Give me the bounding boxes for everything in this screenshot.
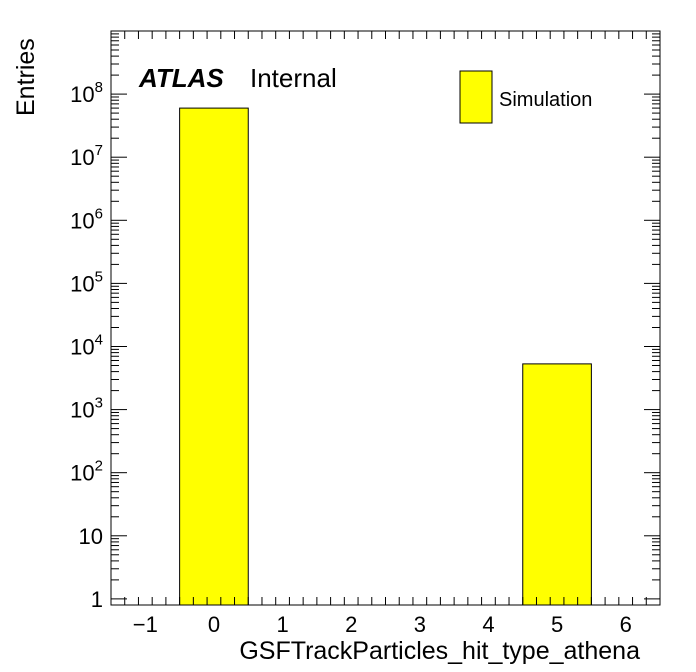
x-tick-label: 5 <box>551 612 563 637</box>
histogram-bar-0 <box>179 107 249 606</box>
y-axis-title: Entries <box>12 38 40 116</box>
x-tick-label: 6 <box>620 612 632 637</box>
x-tick-label: 2 <box>345 612 357 637</box>
x-tick-label: 3 <box>414 612 426 637</box>
y-tick-label: 105 <box>70 268 103 296</box>
x-tick-label: −1 <box>133 612 158 637</box>
y-tick-label: 102 <box>70 458 103 486</box>
x-axis-title: GSFTrackParticles_hit_type_athena <box>239 637 640 665</box>
y-tick-label: 108 <box>70 79 103 107</box>
histogram-bar-1 <box>522 363 592 606</box>
y-tick-label: 1 <box>91 587 103 612</box>
y-tick-label: 10 <box>79 524 103 549</box>
legend-swatch <box>459 70 493 124</box>
x-tick-label: 0 <box>208 612 220 637</box>
ticks-layer <box>110 31 661 605</box>
bars-layer <box>179 107 592 606</box>
y-tick-label: 103 <box>70 395 103 423</box>
y-tick-label: 104 <box>70 331 103 359</box>
atlas-status-label: Internal <box>250 63 337 93</box>
atlas-label: ATLAS <box>138 63 224 93</box>
x-tick-label: 4 <box>482 612 494 637</box>
legend-label: Simulation <box>499 89 592 111</box>
y-tick-label: 107 <box>70 142 103 170</box>
y-tick-label: 106 <box>70 205 103 233</box>
x-tick-label: 1 <box>276 612 288 637</box>
